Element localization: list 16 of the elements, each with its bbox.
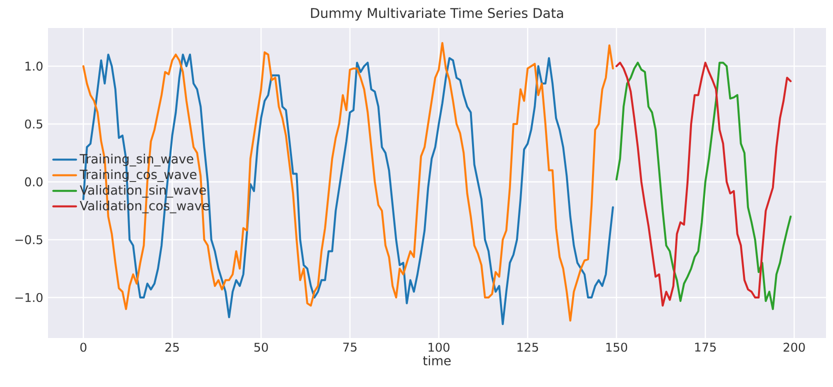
y-tick-label: 0.0 [25, 177, 42, 186]
x-tick-label: 175 [695, 342, 716, 352]
y-tick-label: 1.0 [26, 62, 42, 71]
x-tick-label: 150 [606, 342, 628, 352]
x-tick-label: 25 [165, 342, 179, 352]
y-tick-label: −1.0 [15, 292, 42, 302]
x-axis-title: time [423, 356, 451, 366]
x-tick-label: 100 [428, 342, 450, 352]
y-tick-label: 0.5 [25, 119, 42, 129]
chart-title: Dummy Multivariate Time Series Data [311, 8, 564, 21]
x-tick-label: 50 [254, 342, 268, 352]
x-tick-label: 125 [518, 342, 538, 352]
x-tick-label: 75 [343, 342, 357, 352]
y-tick-label: −0.5 [15, 235, 42, 244]
x-tick-label: 0 [80, 342, 86, 352]
x-tick-label: 200 [784, 342, 805, 352]
